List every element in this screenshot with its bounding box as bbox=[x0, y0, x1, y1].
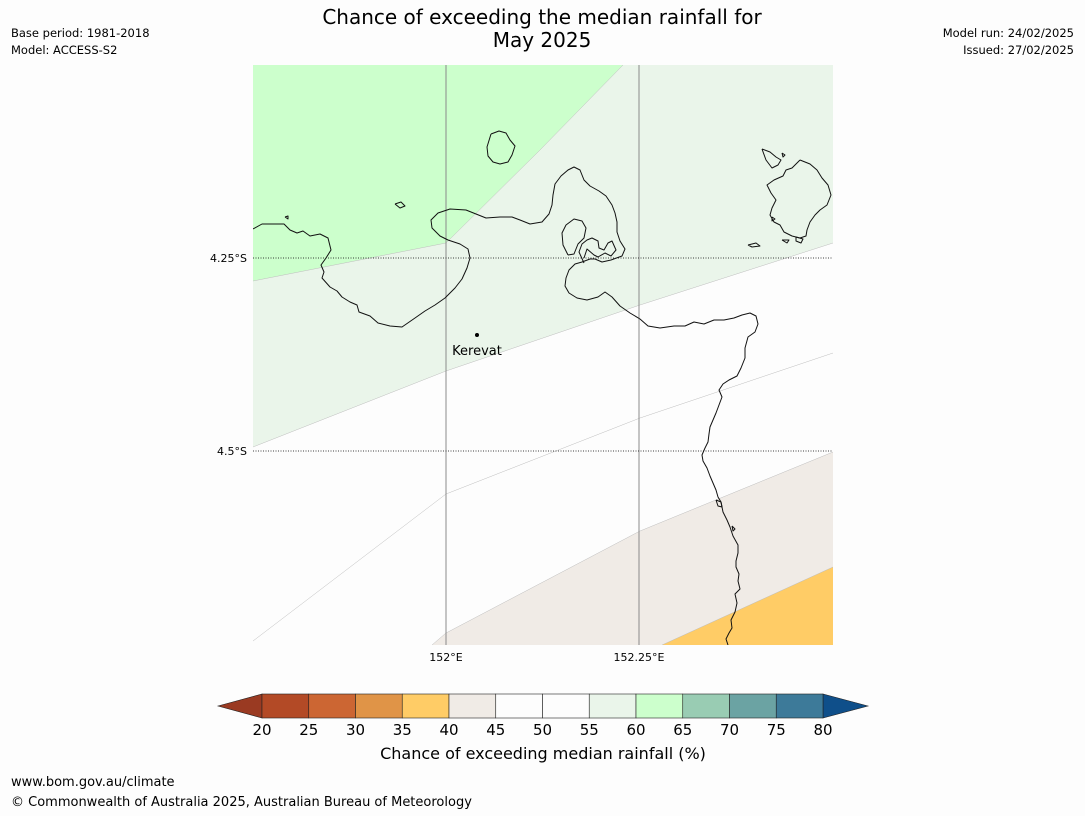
colorbar-cell-45-50 bbox=[495, 693, 543, 719]
coastline-bay bbox=[561, 218, 587, 256]
islet-i bbox=[781, 152, 786, 158]
colorbar-cell-75-80 bbox=[775, 693, 824, 719]
colorbar-label: Chance of exceeding median rainfall (%) bbox=[380, 744, 706, 763]
coastline-main bbox=[253, 166, 759, 645]
islet-b bbox=[284, 215, 289, 220]
model-text: Model: ACCESS-S2 bbox=[11, 43, 118, 57]
colorbar-cell-20-25 bbox=[261, 693, 310, 719]
footer-url[interactable]: www.bom.gov.au/climate bbox=[11, 775, 175, 790]
colorbar-under-arrow bbox=[216, 693, 263, 719]
base-period-text: Base period: 1981-2018 bbox=[11, 26, 150, 40]
colorbar-tick-60: 60 bbox=[626, 721, 645, 739]
colorbar-cell-40-45 bbox=[448, 693, 497, 719]
lon-label-152: 152°E bbox=[429, 651, 462, 664]
colorbar-cell-25-30 bbox=[308, 693, 356, 719]
meta-right: Model run: 24/02/2025 Issued: 27/02/2025 bbox=[943, 25, 1074, 59]
colorbar-over-arrow bbox=[822, 693, 870, 719]
islet-g bbox=[731, 525, 736, 532]
island-north bbox=[486, 130, 516, 165]
title-line-1: Chance of exceeding the median rainfall … bbox=[322, 5, 762, 29]
islet-a bbox=[394, 201, 406, 209]
colorbar-tick-35: 35 bbox=[393, 721, 412, 739]
colorbar-cell-60-65 bbox=[635, 693, 684, 719]
colorbar-tick-55: 55 bbox=[580, 721, 599, 739]
model-run-text: Model run: 24/02/2025 bbox=[942, 26, 1074, 40]
island-ne bbox=[761, 148, 782, 169]
kerevat-label: Kerevat bbox=[452, 344, 502, 359]
map-panel[interactable]: Kerevat bbox=[253, 65, 833, 645]
colorbar-tick-30: 30 bbox=[346, 721, 365, 739]
colorbar-cell-30-35 bbox=[355, 693, 403, 719]
colorbar-cell-70-75 bbox=[729, 693, 777, 719]
colorbar: 20 25 30 35 40 45 50 55 60 65 70 75 80 bbox=[216, 693, 870, 739]
colorbar-tick-80: 80 bbox=[813, 721, 832, 739]
footer-copyright: © Commonwealth of Australia 2025, Austra… bbox=[11, 795, 472, 810]
island-ne-large bbox=[766, 159, 832, 239]
colorbar-cell-50-55 bbox=[542, 693, 590, 719]
islet-c bbox=[747, 242, 761, 248]
colorbar-tick-50: 50 bbox=[533, 721, 552, 739]
title-line-2: May 2025 bbox=[492, 28, 592, 52]
coastline-inner bbox=[578, 237, 617, 264]
lat-label-4-5: 4.5°S bbox=[217, 445, 247, 458]
colorbar-tick-40: 40 bbox=[439, 721, 458, 739]
meta-left: Base period: 1981-2018 Model: ACCESS-S2 bbox=[11, 25, 150, 59]
coastline bbox=[253, 130, 832, 645]
colorbar-tick-20: 20 bbox=[252, 721, 271, 739]
colorbar-cell-35-40 bbox=[401, 693, 450, 719]
islet-f bbox=[715, 499, 723, 508]
zone-40-45 bbox=[432, 452, 833, 645]
colorbar-tick-70: 70 bbox=[720, 721, 739, 739]
issued-text: Issued: 27/02/2025 bbox=[963, 43, 1074, 57]
colorbar-cell-55-60 bbox=[588, 693, 637, 719]
lat-label-4-25: 4.25°S bbox=[210, 252, 247, 265]
colorbar-tick-65: 65 bbox=[673, 721, 692, 739]
colorbar-tick-75: 75 bbox=[767, 721, 786, 739]
colorbar-tick-25: 25 bbox=[299, 721, 318, 739]
zone-60-65 bbox=[253, 65, 623, 281]
colorbar-tick-45: 45 bbox=[486, 721, 505, 739]
colorbar-cell-65-70 bbox=[682, 693, 730, 719]
islet-d bbox=[781, 239, 790, 244]
islet-e bbox=[795, 236, 804, 244]
lon-label-152-25: 152.25°E bbox=[614, 651, 665, 664]
map-title: Chance of exceeding the median rainfall … bbox=[242, 6, 842, 52]
kerevat-marker[interactable] bbox=[475, 333, 479, 337]
contour-lines bbox=[253, 65, 833, 645]
islet-h bbox=[771, 216, 776, 222]
